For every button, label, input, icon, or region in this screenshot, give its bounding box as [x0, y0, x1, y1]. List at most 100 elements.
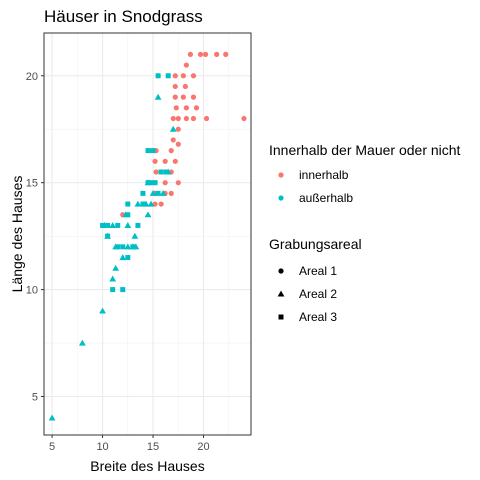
data-point-square	[135, 222, 141, 228]
y-tick-label: 15	[26, 178, 38, 190]
color-legend-label: innerhalb	[299, 168, 349, 182]
data-point-circle	[175, 180, 181, 186]
data-point-triangle	[154, 93, 162, 100]
data-point-square	[152, 180, 158, 186]
data-point-square	[115, 222, 121, 228]
data-point-square	[165, 73, 171, 79]
data-point-square	[125, 255, 131, 261]
data-point-square	[163, 169, 169, 175]
data-point-square	[130, 244, 136, 250]
data-point-triangle	[149, 189, 157, 196]
data-point-square	[155, 190, 161, 196]
x-axis: 5 10 15 20	[49, 435, 210, 453]
shape-legend-label: Areal 2	[299, 287, 337, 301]
data-point-square	[115, 244, 121, 250]
data-point-circle	[172, 73, 178, 79]
y-axis-title: Länge des Hauses	[9, 176, 25, 293]
data-point-circle	[182, 83, 188, 90]
data-point-circle	[152, 201, 158, 207]
data-point-circle	[202, 51, 209, 57]
data-point-circle	[180, 73, 186, 79]
shape-legend-key	[278, 314, 284, 320]
data-point-square	[140, 190, 146, 196]
color-legend-key	[278, 172, 284, 178]
data-point-square	[150, 148, 156, 154]
data-point-circle	[172, 94, 178, 100]
y-tick-label: 20	[26, 71, 38, 83]
shape-legend-title: Grabungsareal	[269, 236, 362, 252]
data-point-triangle	[48, 414, 56, 421]
data-point-circle	[193, 105, 200, 111]
data-point-triangle	[147, 200, 155, 207]
plot-background	[44, 33, 251, 435]
shape-legend-key	[278, 268, 284, 274]
data-point-square	[158, 169, 164, 175]
data-point-circle	[190, 94, 197, 100]
color-legend-key	[278, 195, 284, 201]
color-legend: Innerhalb der Mauer oder nicht innerhalb…	[269, 142, 461, 205]
data-point-circle	[180, 94, 186, 100]
data-point-triangle	[99, 307, 106, 314]
data-point-circle	[172, 83, 178, 90]
data-point-circle	[187, 51, 194, 57]
y-tick-label: 5	[32, 392, 38, 404]
data-point-square	[110, 287, 116, 293]
shape-legend-label: Areal 3	[299, 310, 337, 324]
data-point-square	[140, 201, 146, 207]
data-point-circle	[152, 158, 158, 164]
data-point-circle	[170, 115, 176, 122]
data-point-circle	[173, 105, 179, 111]
color-legend-label: außerhalb	[299, 191, 353, 205]
data-point-triangle	[144, 211, 152, 218]
shape-legend: Grabungsareal Areal 1 Areal 2 Areal 3	[269, 236, 362, 324]
data-point-circle	[197, 51, 204, 57]
data-point-triangle	[169, 125, 177, 132]
data-point-circle	[162, 180, 168, 186]
x-tick-label: 10	[96, 441, 108, 453]
minor-gridlines	[44, 33, 251, 435]
data-point-square	[145, 148, 151, 154]
data-point-triangle	[131, 232, 139, 239]
data-point-circle	[190, 115, 197, 122]
x-axis-title: Breite des Hauses	[90, 458, 204, 474]
data-point-triangle	[109, 275, 117, 282]
data-point-square	[155, 73, 161, 79]
x-tick-label: 20	[197, 441, 209, 453]
chart-title: Häuser in Snodgrass	[44, 7, 203, 26]
data-point-circle	[223, 51, 229, 57]
data-point-circle	[175, 126, 181, 132]
data-point-triangle	[109, 222, 117, 228]
data-point-circle	[183, 105, 189, 111]
x-tick-label: 15	[147, 441, 159, 453]
data-point-square	[125, 201, 131, 207]
y-tick-label: 10	[26, 285, 38, 297]
plot-border	[43, 32, 252, 436]
data-point-square	[120, 287, 126, 293]
x-tick-label: 5	[49, 441, 55, 453]
data-point-circle	[241, 115, 247, 122]
data-point-circle	[170, 137, 176, 143]
data-point-triangle	[134, 200, 142, 207]
data-point-triangle	[119, 254, 127, 261]
data-point-triangle	[124, 243, 132, 250]
data-point-triangle	[124, 222, 132, 228]
data-point-circle	[190, 73, 197, 79]
data-point-circle	[158, 201, 164, 207]
data-point-circle	[172, 158, 178, 164]
data-point-circle	[168, 190, 174, 196]
data-point-circle	[175, 141, 181, 147]
data-point-square	[148, 180, 154, 186]
data-point-circle	[214, 51, 220, 57]
data-point-triangle	[78, 339, 86, 346]
data-point-square	[125, 212, 131, 218]
data-point-circle	[183, 62, 189, 68]
data-point-square	[100, 222, 106, 228]
data-point-square	[145, 180, 151, 186]
data-points	[48, 51, 247, 421]
data-point-square	[120, 244, 126, 250]
color-legend-title: Innerhalb der Mauer oder nicht	[269, 142, 461, 158]
data-point-circle	[168, 148, 174, 154]
data-point-triangle	[112, 264, 120, 271]
y-axis: 5 10 15 20	[26, 71, 44, 404]
